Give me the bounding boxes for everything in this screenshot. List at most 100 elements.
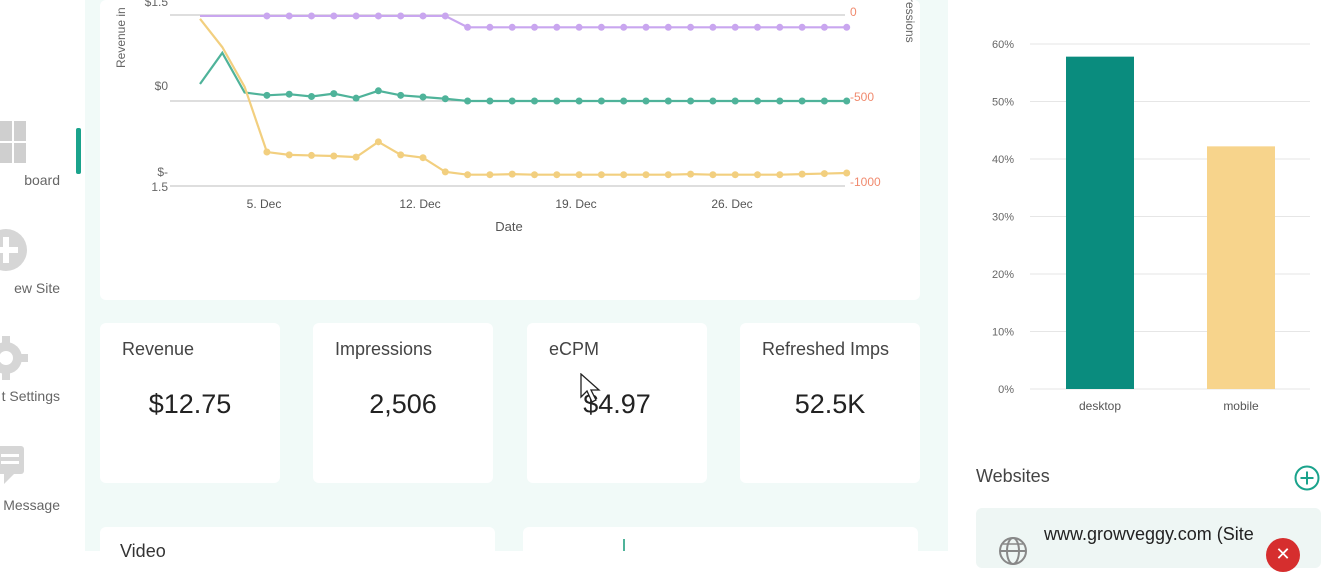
data-point xyxy=(664,97,672,105)
data-point xyxy=(352,12,360,20)
data-point xyxy=(687,23,695,31)
data-point xyxy=(798,97,806,105)
stat-title: Refreshed Imps xyxy=(762,339,890,359)
data-point xyxy=(664,23,672,31)
data-point xyxy=(531,171,538,179)
data-point xyxy=(664,171,672,179)
data-point xyxy=(285,12,293,20)
websites-title: Websites xyxy=(976,466,1050,486)
data-point xyxy=(754,171,761,179)
data-point xyxy=(597,23,605,31)
plus-circle-icon[interactable] xyxy=(1294,465,1320,491)
data-point xyxy=(776,97,784,105)
y-axis-right-label: ressions xyxy=(903,0,917,43)
data-point xyxy=(419,12,427,20)
data-point xyxy=(575,97,583,105)
y-tick-left: $1.5 xyxy=(145,0,169,9)
data-point xyxy=(486,97,494,105)
sidebar-item-label: board xyxy=(24,172,60,188)
performance-chart-card: Revenue in ressions $1.5 $0 $- 1.5 0 -50… xyxy=(100,0,920,300)
data-point xyxy=(508,23,516,31)
data-point xyxy=(330,152,338,160)
sidebar: board ew Site t Settings Message xyxy=(0,0,85,551)
data-point xyxy=(374,138,382,146)
active-indicator xyxy=(76,128,81,174)
data-point xyxy=(709,23,717,31)
y-tick-label: 60% xyxy=(992,39,1014,51)
add-site-icon xyxy=(0,229,27,271)
stat-card-ecpm: eCPM $4.97 xyxy=(527,323,707,483)
website-item[interactable]: www.growveggy.com (Site ✕ xyxy=(976,508,1321,572)
performance-line-chart: Revenue in ressions $1.5 $0 $- 1.5 0 -50… xyxy=(114,0,917,234)
data-point xyxy=(352,153,360,161)
y-tick-label: 30% xyxy=(992,212,1014,224)
secondary-card xyxy=(523,527,918,567)
x-tick: 5. Dec xyxy=(247,197,282,211)
data-point xyxy=(508,170,516,178)
series-line xyxy=(200,14,847,29)
data-point xyxy=(776,171,784,179)
data-point xyxy=(776,23,784,31)
y-tick-label: 10% xyxy=(992,327,1014,339)
stat-value: $4.97 xyxy=(583,389,651,419)
sidebar-item-label: t Settings xyxy=(1,388,60,404)
sidebar-item-label: Message xyxy=(3,497,60,513)
sidebar-item-message[interactable]: Message xyxy=(0,442,85,522)
data-point xyxy=(687,97,695,105)
y-axis-left-label: Revenue in xyxy=(114,7,128,68)
data-point xyxy=(575,171,583,179)
y-tick-label: 20% xyxy=(992,269,1014,281)
data-point xyxy=(374,12,382,20)
device-bar-chart: 0% 10% 20% 30% 40% 50% 60% desktop mobile xyxy=(992,39,1310,413)
stat-title: eCPM xyxy=(549,339,600,359)
data-point xyxy=(263,148,271,156)
data-point xyxy=(486,23,494,31)
y-tick-right: -1000 xyxy=(850,175,881,189)
y-tick-left: 1.5 xyxy=(151,180,168,194)
bar xyxy=(1066,56,1134,390)
sidebar-item-dashboard[interactable]: board xyxy=(0,115,85,195)
data-point xyxy=(441,95,449,103)
dashboard-icon xyxy=(0,121,26,163)
close-icon[interactable]: ✕ xyxy=(1266,538,1300,572)
x-tick: 26. Dec xyxy=(711,197,752,211)
message-icon xyxy=(0,446,24,484)
data-point xyxy=(441,168,449,176)
data-point xyxy=(843,169,851,177)
data-point xyxy=(597,171,605,179)
data-point xyxy=(486,171,494,179)
x-tick: 19. Dec xyxy=(555,197,596,211)
data-point xyxy=(464,97,472,105)
data-point xyxy=(843,97,851,105)
data-point xyxy=(553,23,561,31)
x-tick-label: desktop xyxy=(1079,399,1121,413)
data-point xyxy=(731,171,739,179)
data-point xyxy=(285,151,293,159)
sidebar-item-new-site[interactable]: ew Site xyxy=(0,225,85,305)
globe-icon xyxy=(999,537,1027,565)
stat-value: $12.75 xyxy=(148,389,232,419)
stat-card-refreshed-imps: Refreshed Imps 52.5K xyxy=(740,323,920,483)
data-point xyxy=(820,170,828,178)
y-tick-right: 0 xyxy=(850,5,857,19)
y-tick-right: -500 xyxy=(850,90,874,104)
data-point xyxy=(709,97,717,105)
data-point xyxy=(731,97,739,105)
data-point xyxy=(553,97,561,105)
data-point xyxy=(731,23,739,31)
data-point xyxy=(754,97,761,105)
data-point xyxy=(642,97,650,105)
sidebar-item-settings[interactable]: t Settings xyxy=(0,333,85,413)
data-point xyxy=(397,151,405,159)
data-point xyxy=(820,23,828,31)
data-point xyxy=(754,23,761,31)
data-point xyxy=(820,97,828,105)
stat-title: Impressions xyxy=(335,339,433,359)
data-point xyxy=(798,23,806,31)
data-point xyxy=(285,90,293,98)
gear-icon xyxy=(0,336,28,380)
data-point xyxy=(642,23,650,31)
data-point xyxy=(709,171,717,179)
x-tick-label: mobile xyxy=(1223,399,1259,413)
y-tick-label: 0% xyxy=(998,384,1014,396)
